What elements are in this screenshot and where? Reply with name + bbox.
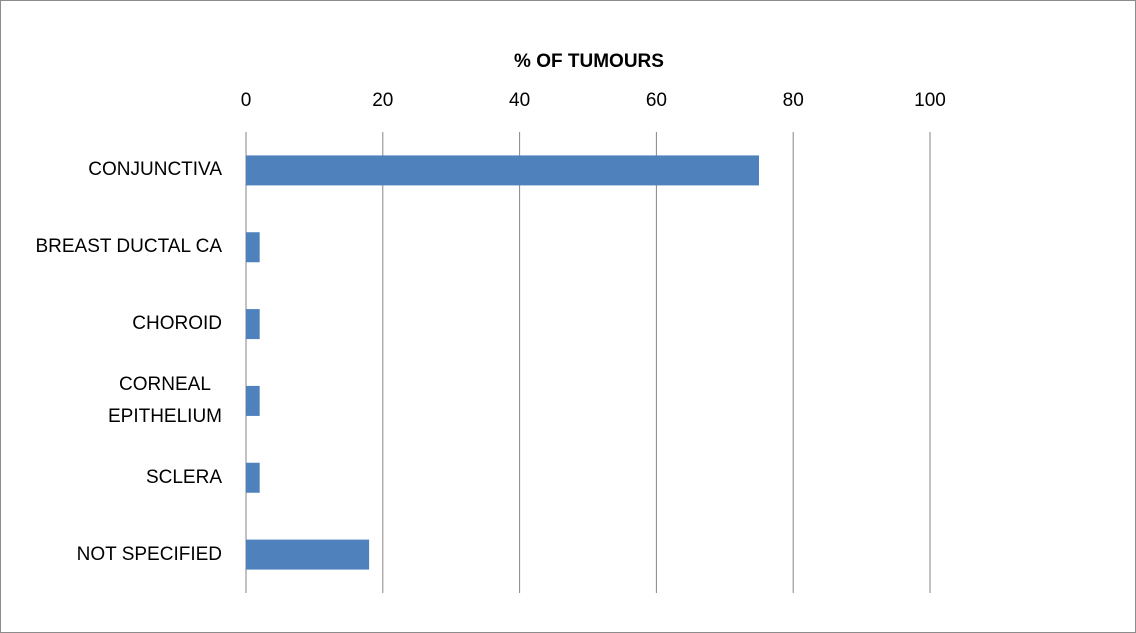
x-tick-label: 20 [372, 90, 393, 111]
y-tick-label-box: CHOROID [132, 308, 222, 340]
y-tick-label-box: NOT SPECIFIED [77, 539, 222, 571]
y-tick-label: NOT SPECIFIED [76, 543, 222, 565]
y-tick-label: BREAST DUCTAL CA [35, 236, 222, 258]
x-tick-label: 100 [914, 90, 946, 111]
x-tick-label: 40 [509, 90, 530, 111]
x-tick-label: 80 [783, 90, 804, 111]
y-tick-label-box: SCLERA [146, 462, 222, 494]
y-tick-label: CHOROID [132, 313, 222, 335]
bar [246, 309, 260, 340]
y-tick-label-box: CONJUNCTIVA [88, 154, 222, 186]
bar [246, 385, 260, 416]
x-axis-title: % OF TUMOURS [514, 51, 664, 72]
bar [246, 539, 370, 570]
y-tick-label: SCLERA [145, 466, 222, 488]
y-tick-label-box: CORNEAL EPITHELIUM [108, 369, 222, 433]
y-tick-label: CONJUNCTIVA [88, 159, 222, 181]
y-tick-label: CORNEAL EPITHELIUM [107, 373, 222, 427]
x-tick-label: 0 [241, 90, 252, 111]
y-tick-label-box: BREAST DUCTAL CA [35, 231, 222, 263]
bar [246, 155, 759, 186]
bar [246, 232, 260, 263]
x-tick-label: 60 [646, 90, 667, 111]
bar [246, 462, 260, 493]
